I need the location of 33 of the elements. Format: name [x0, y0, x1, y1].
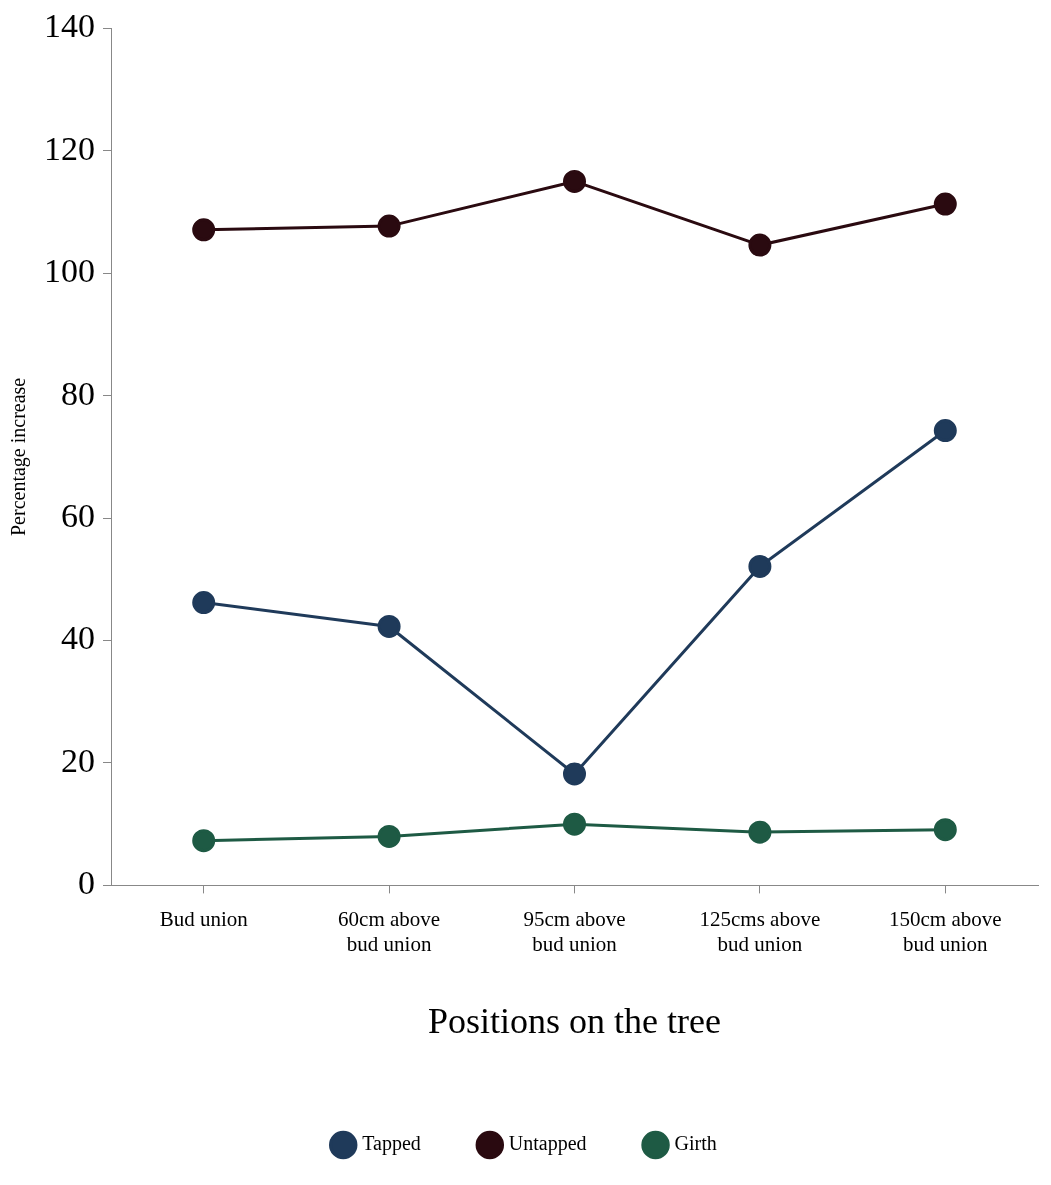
point — [192, 591, 216, 615]
x-tick-label: Bud union — [159, 906, 249, 931]
point — [748, 233, 772, 257]
y-tick-label: 140 — [44, 7, 95, 45]
point — [933, 818, 957, 842]
point — [933, 419, 957, 443]
point — [192, 218, 216, 242]
point — [377, 824, 401, 848]
point — [933, 192, 957, 216]
point — [377, 214, 401, 238]
y-tick-label: 40 — [61, 619, 95, 657]
point — [748, 554, 772, 578]
y-tick-label: 20 — [61, 741, 95, 779]
point — [377, 614, 401, 638]
y-tick-label: 0 — [78, 864, 95, 902]
point — [563, 169, 586, 193]
y-tick-label: 120 — [44, 129, 95, 167]
point — [563, 762, 586, 786]
x-tick-label: 150cm above bud union — [889, 906, 1002, 956]
point — [192, 829, 216, 853]
x-tick-label: 95cm above bud union — [523, 906, 626, 956]
y-tick-label: 60 — [61, 497, 95, 535]
x-tick-label: 125cms above bud union — [699, 906, 821, 956]
x-tick-label: 60cm above bud union — [338, 906, 441, 956]
y-axis-title: Percentage increase — [7, 377, 31, 537]
point — [748, 820, 772, 844]
y-tick-label: 100 — [44, 252, 95, 290]
point — [563, 812, 586, 836]
legend-label: Tapped — [362, 1132, 421, 1156]
legend-label: Untapped — [508, 1132, 587, 1156]
legend-label: Girth — [674, 1132, 717, 1155]
x-axis-title: Positions on the tree — [428, 1000, 721, 1041]
y-tick-label: 80 — [61, 374, 95, 412]
